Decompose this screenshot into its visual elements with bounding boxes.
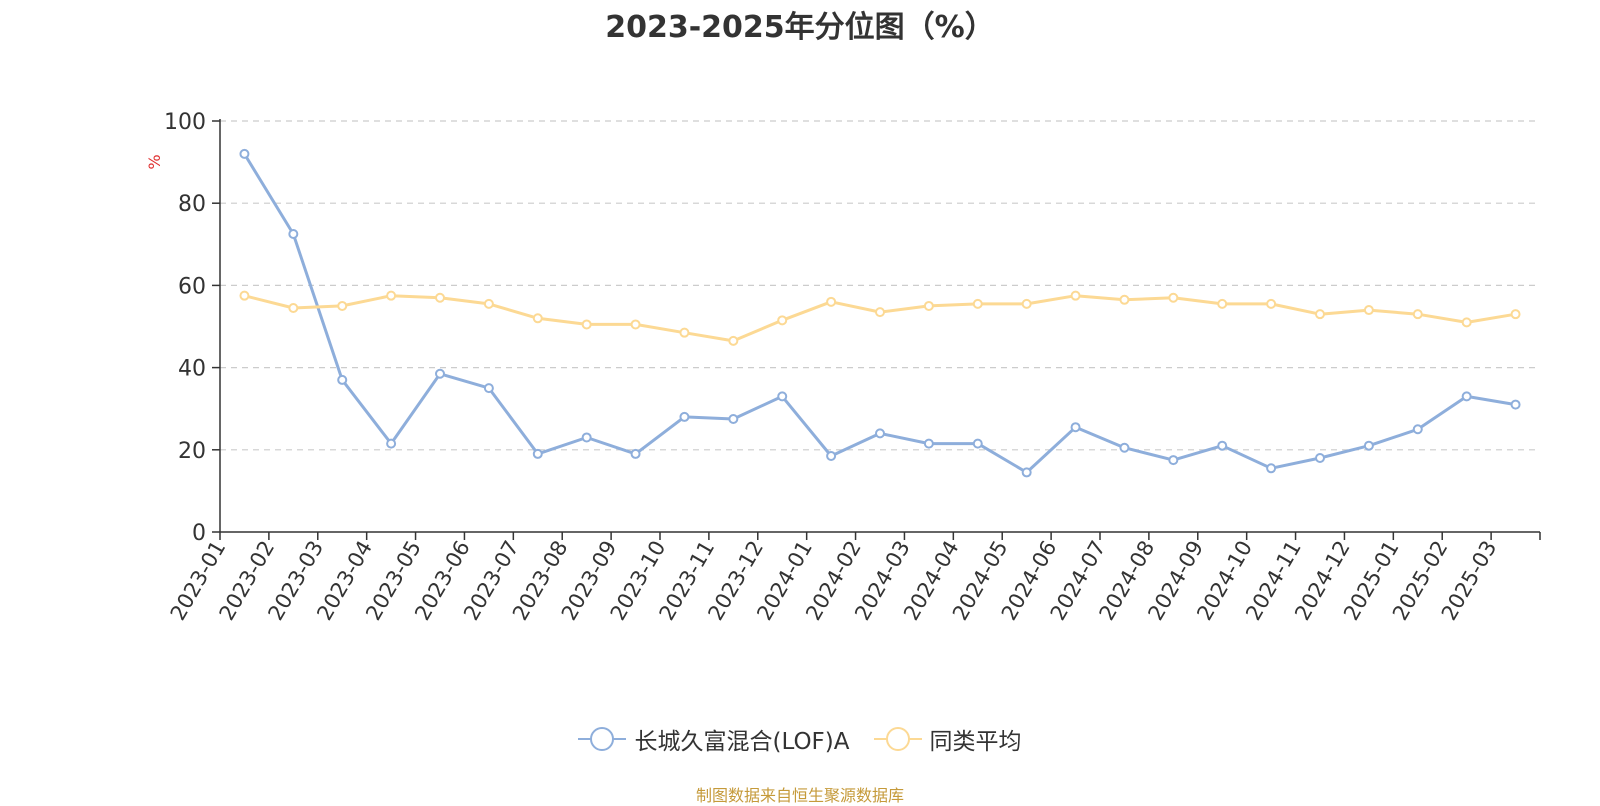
data-point-series-2-2023-09 (630, 319, 641, 330)
data-point-series-1-2023-11 (728, 413, 739, 424)
data-point-series-1-2023-05 (435, 368, 445, 379)
data-point-series-2-2024-05 (1021, 298, 1032, 309)
data-point-series-2-2024-07 (1119, 294, 1130, 305)
y-tick-label-0: 0 (192, 521, 206, 546)
data-point-series-1-2023-10 (679, 411, 690, 422)
data-point-series-1-2025-03 (1510, 399, 1521, 410)
data-point-series-2-2024-04 (972, 298, 983, 309)
data-point-series-2-2025-03 (1510, 309, 1521, 320)
data-point-series-2-2023-12 (777, 315, 788, 326)
legend-item-series-1[interactable]: 长城久富混合(LOF)A (578, 722, 850, 756)
legend-item-series-2[interactable]: 同类平均 (873, 722, 1022, 756)
data-point-series-2-2024-08 (1168, 292, 1179, 303)
series-line-2 (244, 294, 1516, 343)
data-point-series-1-2023-01 (239, 148, 250, 159)
data-point-series-2-2023-07 (532, 313, 543, 324)
data-point-series-2-2024-12 (1363, 305, 1374, 316)
data-point-series-2-2023-02 (288, 303, 299, 314)
data-point-series-1-2024-01 (826, 450, 837, 461)
axes (212, 119, 1541, 540)
data-point-series-2-2023-11 (728, 335, 739, 346)
data-point-series-1-2024-08 (1168, 455, 1179, 466)
legend-label-series-2: 同类平均 (929, 729, 1022, 755)
data-point-series-2-2024-03 (923, 300, 934, 311)
data-point-series-1-2024-05 (1021, 467, 1032, 478)
legend: 长城久富混合(LOF)A 同类平均 (0, 722, 1600, 756)
data-point-series-1-2024-11 (1315, 453, 1325, 464)
data-point-series-1-2024-06 (1070, 422, 1081, 433)
data-point-series-1-2023-02 (288, 229, 299, 240)
series-lines (239, 148, 1521, 478)
data-point-series-2-2024-09 (1217, 298, 1228, 309)
data-point-series-1-2023-08 (581, 432, 592, 443)
legend-marker-series-2 (873, 727, 922, 751)
data-point-series-1-2023-04 (386, 438, 397, 449)
data-point-series-2-2024-01 (826, 296, 837, 307)
y-tick-label-40: 40 (178, 357, 206, 382)
data-point-series-1-2024-12 (1363, 440, 1374, 451)
data-point-series-1-2024-04 (972, 438, 983, 449)
data-point-series-1-2023-06 (483, 383, 494, 394)
y-tick-label-60: 60 (178, 274, 206, 299)
data-point-series-1-2023-03 (337, 374, 348, 385)
data-point-series-1-2024-10 (1266, 463, 1277, 474)
data-point-series-2-2025-01 (1412, 309, 1423, 320)
data-point-series-2-2023-01 (239, 290, 250, 301)
data-point-series-1-2025-01 (1412, 424, 1423, 435)
legend-marker-series-1 (578, 727, 627, 751)
data-point-series-2-2023-06 (483, 298, 494, 309)
data-point-series-2-2023-04 (386, 290, 397, 301)
y-tick-label-20: 20 (178, 439, 206, 464)
data-point-series-1-2024-09 (1217, 440, 1228, 451)
data-point-series-1-2025-02 (1461, 391, 1472, 402)
grid-lines (220, 120, 1540, 451)
y-tick-label-80: 80 (178, 192, 206, 217)
data-point-series-2-2024-11 (1315, 309, 1325, 320)
data-point-series-1-2023-12 (777, 391, 788, 402)
data-point-series-2-2023-05 (435, 292, 445, 303)
data-point-series-2-2023-10 (679, 327, 690, 338)
data-point-series-2-2025-02 (1461, 317, 1472, 328)
legend-label-series-1: 长城久富混合(LOF)A (634, 729, 850, 755)
data-point-series-2-2024-10 (1266, 298, 1277, 309)
y-axis-label: % (145, 154, 164, 169)
data-point-series-2-2023-08 (581, 319, 592, 330)
y-tick-label-100: 100 (164, 110, 206, 135)
data-point-series-1-2024-07 (1119, 442, 1130, 453)
source-note: 制图数据来自恒生聚源数据库 (695, 786, 904, 805)
chart-title: 2023-2025年分位图（%） (605, 10, 995, 45)
data-point-series-1-2023-09 (630, 448, 641, 459)
data-point-series-2-2024-06 (1070, 290, 1081, 301)
data-point-series-1-2023-07 (532, 448, 543, 459)
data-point-series-2-2023-03 (337, 300, 348, 311)
data-point-series-2-2024-02 (875, 307, 885, 318)
data-point-series-1-2024-03 (923, 438, 934, 449)
data-point-series-1-2024-02 (875, 428, 885, 439)
